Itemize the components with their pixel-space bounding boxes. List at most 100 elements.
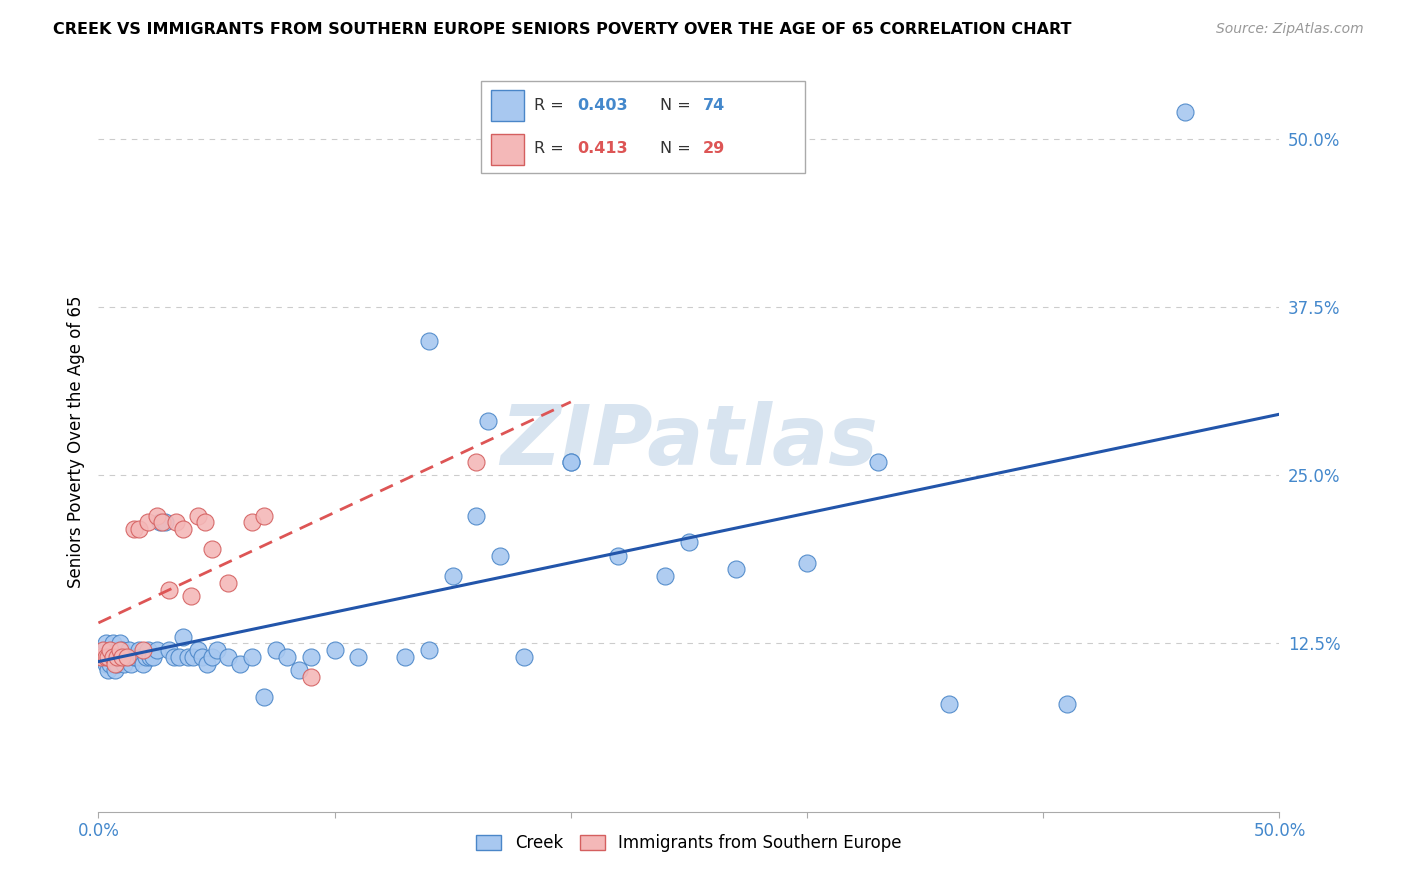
Point xyxy=(678,535,700,549)
Point xyxy=(938,697,960,711)
Point xyxy=(288,664,311,678)
Point xyxy=(142,649,165,664)
Point xyxy=(654,569,676,583)
Point xyxy=(187,643,209,657)
Point xyxy=(217,575,239,590)
Y-axis label: Seniors Poverty Over the Age of 65: Seniors Poverty Over the Age of 65 xyxy=(66,295,84,588)
Point xyxy=(135,649,157,664)
Point xyxy=(111,643,134,657)
Legend: Creek, Immigrants from Southern Europe: Creek, Immigrants from Southern Europe xyxy=(470,828,908,859)
Point xyxy=(115,649,138,664)
Point xyxy=(101,649,124,664)
Point xyxy=(105,643,128,657)
Point xyxy=(441,569,464,583)
Point xyxy=(108,636,131,650)
Point xyxy=(1056,697,1078,711)
Point xyxy=(195,657,218,671)
Point xyxy=(122,522,145,536)
Point xyxy=(139,649,162,664)
Point xyxy=(477,414,499,428)
Text: CREEK VS IMMIGRANTS FROM SOUTHERN EUROPE SENIORS POVERTY OVER THE AGE OF 65 CORR: CREEK VS IMMIGRANTS FROM SOUTHERN EUROPE… xyxy=(53,22,1071,37)
Point xyxy=(111,649,134,664)
Point xyxy=(118,643,141,657)
Point xyxy=(98,643,121,657)
Point xyxy=(512,649,534,664)
Point xyxy=(125,649,148,664)
Point xyxy=(97,649,120,664)
Point xyxy=(91,643,114,657)
Point xyxy=(97,649,120,664)
Text: R =: R = xyxy=(534,98,564,113)
Point xyxy=(187,508,209,523)
Text: N =: N = xyxy=(659,98,690,113)
Point xyxy=(240,516,263,530)
Point xyxy=(112,657,135,671)
Text: 74: 74 xyxy=(703,98,725,113)
Point xyxy=(180,590,202,604)
Point xyxy=(101,636,124,650)
Point xyxy=(129,649,152,664)
Point xyxy=(104,657,127,671)
Point xyxy=(465,455,488,469)
Point xyxy=(560,455,582,469)
Point xyxy=(418,643,440,657)
Point xyxy=(165,516,187,530)
Point xyxy=(205,643,228,657)
Point xyxy=(347,649,370,664)
Point xyxy=(181,649,204,664)
Point xyxy=(153,516,176,530)
Point xyxy=(122,649,145,664)
Point xyxy=(299,649,322,664)
Point xyxy=(111,649,134,664)
Point xyxy=(105,649,128,664)
Point xyxy=(94,636,117,650)
Point xyxy=(394,649,416,664)
Point xyxy=(796,556,818,570)
Point xyxy=(240,649,263,664)
Point xyxy=(465,508,488,523)
Point xyxy=(98,643,121,657)
Point xyxy=(94,657,117,671)
Point xyxy=(177,649,200,664)
Point xyxy=(264,643,287,657)
Point xyxy=(97,664,120,678)
Point xyxy=(136,516,159,530)
Point xyxy=(299,670,322,684)
Point xyxy=(136,643,159,657)
Point xyxy=(172,630,194,644)
Point xyxy=(115,649,138,664)
Point xyxy=(725,562,748,576)
Point xyxy=(157,643,180,657)
Point xyxy=(253,690,276,705)
Text: 0.413: 0.413 xyxy=(578,141,628,156)
Point xyxy=(94,649,117,664)
Point xyxy=(105,657,128,671)
FancyBboxPatch shape xyxy=(491,89,524,120)
Point xyxy=(101,649,124,664)
Point xyxy=(276,649,298,664)
FancyBboxPatch shape xyxy=(491,134,524,164)
Point xyxy=(90,649,112,664)
Point xyxy=(128,643,150,657)
Point xyxy=(866,455,889,469)
Point xyxy=(253,508,276,523)
Point xyxy=(229,657,252,671)
Point xyxy=(108,649,131,664)
Point xyxy=(201,542,224,557)
Point xyxy=(104,664,127,678)
Point xyxy=(201,649,224,664)
Point xyxy=(150,516,173,530)
Point xyxy=(157,582,180,597)
Point xyxy=(90,649,112,664)
Point xyxy=(163,649,186,664)
Point xyxy=(146,508,169,523)
Point xyxy=(104,649,127,664)
Point xyxy=(167,649,190,664)
Point xyxy=(489,549,512,563)
Point xyxy=(560,455,582,469)
Point xyxy=(121,657,143,671)
Point xyxy=(91,643,114,657)
Text: 29: 29 xyxy=(703,141,725,156)
Point xyxy=(607,549,630,563)
Point xyxy=(98,657,121,671)
